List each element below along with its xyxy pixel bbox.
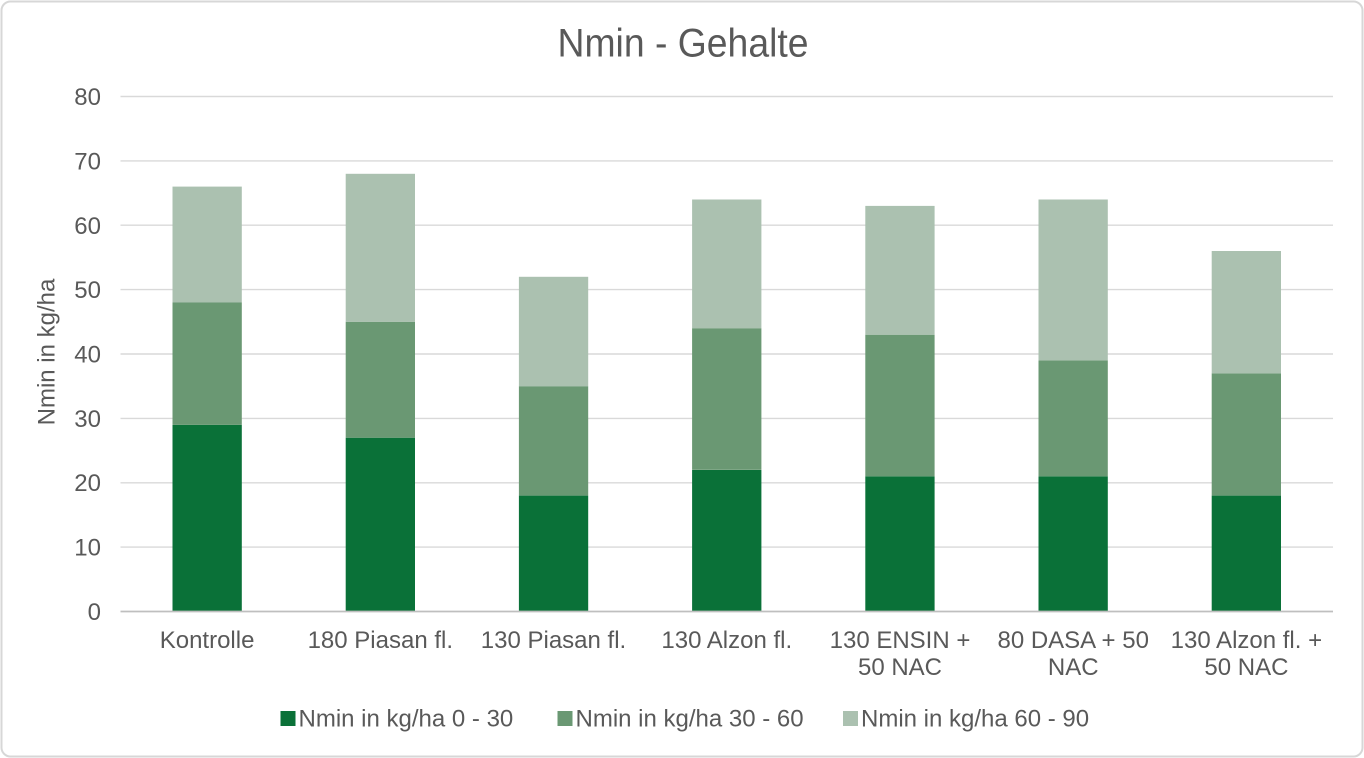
svg-text:50: 50 bbox=[74, 277, 101, 304]
svg-text:50 NAC: 50 NAC bbox=[858, 654, 942, 681]
svg-text:60: 60 bbox=[74, 213, 101, 240]
svg-text:Nmin in kg/ha 60 - 90: Nmin in kg/ha 60 - 90 bbox=[861, 706, 1089, 733]
svg-text:NAC: NAC bbox=[1048, 654, 1099, 681]
svg-text:130 ENSIN +: 130 ENSIN + bbox=[830, 627, 971, 654]
svg-text:50 NAC: 50 NAC bbox=[1204, 654, 1288, 681]
svg-text:70: 70 bbox=[74, 148, 101, 175]
svg-text:130 Piasan fl.: 130 Piasan fl. bbox=[481, 627, 626, 654]
svg-text:80: 80 bbox=[74, 84, 101, 111]
svg-text:Nmin in kg/ha 0 - 30: Nmin in kg/ha 0 - 30 bbox=[299, 706, 514, 733]
svg-text:Nmin in kg/ha 30 - 60: Nmin in kg/ha 30 - 60 bbox=[576, 706, 804, 733]
svg-text:10: 10 bbox=[74, 535, 101, 562]
svg-text:20: 20 bbox=[74, 470, 101, 497]
svg-text:130 Alzon fl.: 130 Alzon fl. bbox=[661, 627, 792, 654]
svg-text:30: 30 bbox=[74, 406, 101, 433]
svg-text:Kontrolle: Kontrolle bbox=[160, 627, 255, 654]
svg-text:180 Piasan fl.: 180 Piasan fl. bbox=[308, 627, 453, 654]
svg-text:0: 0 bbox=[88, 599, 101, 626]
svg-text:40: 40 bbox=[74, 342, 101, 369]
svg-text:80 DASA + 50: 80 DASA + 50 bbox=[997, 627, 1148, 654]
svg-text:Nmin in kg/ha: Nmin in kg/ha bbox=[34, 278, 61, 425]
svg-text:130 Alzon fl. +: 130 Alzon fl. + bbox=[1171, 627, 1322, 654]
svg-text:Nmin - Gehalte: Nmin - Gehalte bbox=[558, 22, 809, 66]
